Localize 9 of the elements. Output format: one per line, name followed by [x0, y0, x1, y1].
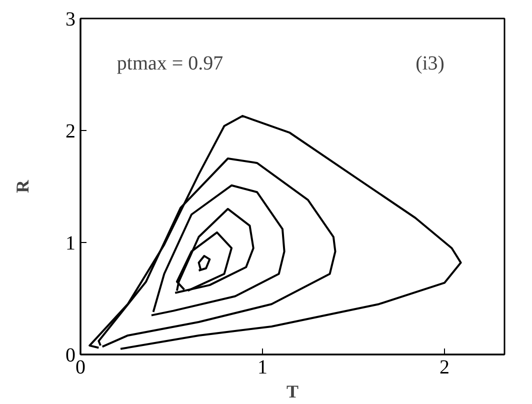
x-tick-label: 2 [439, 356, 450, 378]
y-tick-label: 3 [66, 8, 76, 30]
y-tick-label: 1 [66, 232, 76, 254]
y-tick-label: 2 [66, 120, 76, 142]
annotation: ptmax = 0.97 [116, 52, 224, 74]
x-tick-label: 1 [257, 356, 268, 378]
y-axis-title: R [12, 179, 32, 193]
x-axis-title: T [286, 382, 299, 402]
annotation: (i3) [416, 52, 444, 74]
